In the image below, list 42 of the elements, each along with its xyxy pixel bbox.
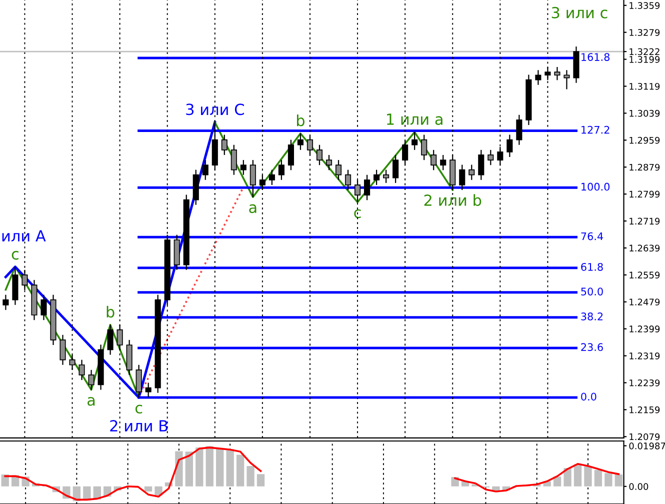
y-tick-label: 1.2079	[630, 433, 660, 440]
series-label: 23.6	[581, 343, 603, 352]
y-tick-label: 1.2799	[630, 190, 660, 198]
y-tick-label: 0.00	[629, 483, 648, 490]
y-tick-label: 0.01987	[629, 442, 665, 450]
series-label: 161.8	[582, 53, 610, 61]
series-label: 100.0	[582, 182, 610, 191]
annotation: c	[354, 209, 361, 218]
y-tick-label: 1.2639	[630, 244, 660, 252]
y-tick-label: 1.2479	[630, 298, 660, 306]
annotation: b	[106, 306, 114, 318]
y-tick-label: 1.2239	[630, 379, 660, 386]
annotation: 3 или c	[552, 6, 608, 18]
annotation: 1 или a	[387, 114, 442, 125]
y-tick-label: 1.3222	[630, 48, 660, 56]
y-tick-label: 1.2319	[630, 352, 660, 360]
annotation: b	[297, 114, 304, 126]
series-label: 127.2	[582, 126, 610, 134]
annotation: или A	[2, 230, 46, 242]
series-label: 50.0	[581, 288, 603, 296]
y-tick-label: 1.2399	[630, 326, 660, 332]
annotation: a	[249, 204, 256, 214]
annotation: a	[88, 397, 95, 406]
annotation: c	[12, 250, 18, 260]
annotation: 2 или b	[424, 194, 482, 206]
y-tick-label: 1.2559	[630, 272, 660, 278]
series-label: 76.4	[581, 232, 603, 240]
y-tick-label: 1.3199	[630, 56, 660, 63]
y-tick-label: 1.3119	[630, 82, 660, 90]
series-label: 0.0	[581, 392, 596, 401]
annotation: c	[135, 404, 142, 414]
y-tick-label: 1.2719	[630, 218, 660, 225]
y-tick-label: 1.2879	[630, 164, 660, 171]
y-tick-label: 1.3039	[630, 110, 660, 117]
annotation: 2 или B	[110, 420, 168, 432]
y-tick-label: 1.3279	[630, 29, 660, 36]
series-label: 61.8	[581, 262, 603, 271]
y-tick-label: 1.2959	[630, 136, 660, 144]
annotation: 3 или C	[186, 104, 244, 116]
y-tick-label: 1.3359	[630, 2, 660, 9]
series-label: 38.2	[581, 312, 603, 320]
y-tick-label: 1.2159	[630, 406, 660, 414]
